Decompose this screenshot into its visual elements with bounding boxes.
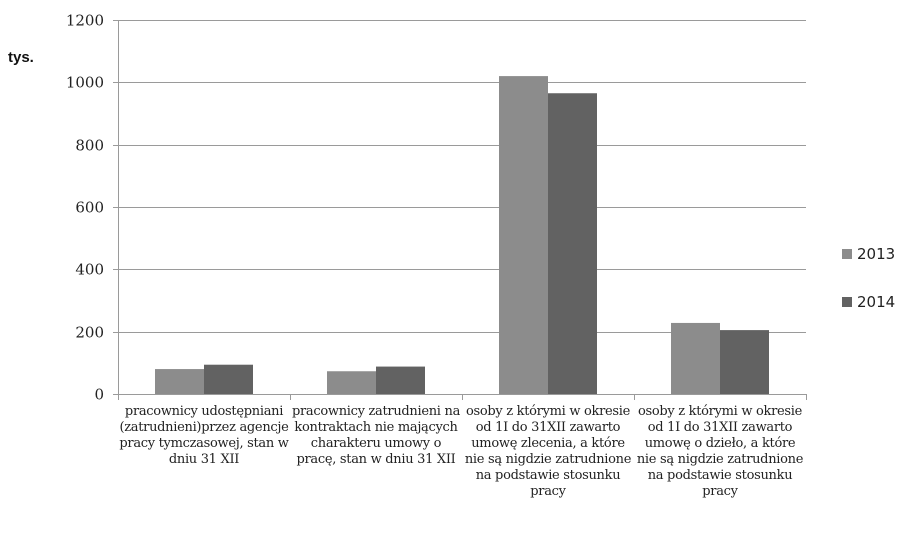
- bars: [155, 76, 769, 394]
- y-tick-label: 1200: [66, 12, 104, 30]
- axes: [118, 20, 807, 400]
- y-tick-label: 800: [75, 137, 104, 155]
- bar-2014-3: [548, 93, 597, 394]
- y-tick-label: 0: [94, 386, 104, 404]
- bar-2013-2: [327, 371, 376, 394]
- y-tick-label: 200: [75, 324, 104, 342]
- y-tick-label: 600: [75, 199, 104, 217]
- x-category-label: pracownicy zatrudnieni na kontraktach ni…: [291, 404, 461, 467]
- legend-label-2013: 2013: [857, 245, 895, 263]
- legend-swatch-2013: [842, 249, 852, 259]
- y-tick-label: 1000: [66, 74, 104, 92]
- bar-2013-3: [499, 76, 548, 394]
- x-category-label: osoby z którymi w okresie od 1I do 31XII…: [636, 404, 804, 499]
- y-tick-label: 400: [75, 261, 104, 279]
- y-axis-ticks: 0 200 400 600 800 1000 1200: [66, 12, 118, 404]
- bar-2013-1: [155, 369, 204, 394]
- bar-2013-4: [671, 322, 720, 394]
- legend: 2013 2014: [842, 245, 895, 311]
- x-category-label: osoby z którymi w okresie od 1I do 31XII…: [464, 404, 632, 499]
- legend-swatch-2014: [842, 297, 852, 307]
- legend-label-2014: 2014: [857, 293, 895, 311]
- y-unit-label: tys.: [8, 49, 34, 66]
- gridlines: [118, 20, 806, 333]
- bar-2014-2: [376, 366, 425, 394]
- x-category-label: pracownicy udostępniani (zatrudnieni)prz…: [119, 404, 289, 467]
- bar-2014-4: [720, 330, 769, 394]
- bar-2014-1: [204, 364, 253, 394]
